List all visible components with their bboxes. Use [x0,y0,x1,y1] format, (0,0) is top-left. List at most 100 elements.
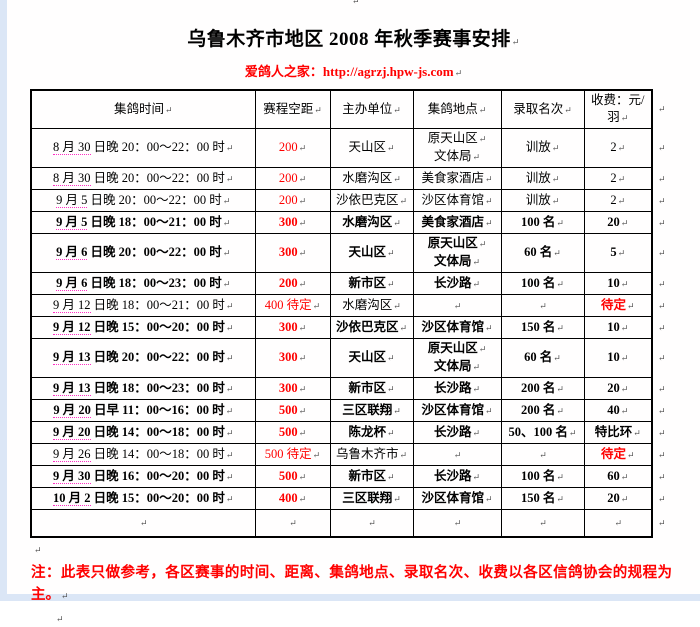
cell-end-mark: ↵ [314,104,322,115]
cell-end-mark: ↵ [553,353,561,363]
cell-organizer: 天山区↵ [329,233,414,273]
window-margin-bottom [0,594,700,601]
cell-end-mark: ↵ [551,143,560,153]
cell-end-mark: ↵ [472,383,481,394]
cell-organizer: 新市区↵ [329,465,414,488]
cell-fee: 20↵ [583,487,653,510]
date-with-spellcheck-underline: 9 月 20 [53,424,91,440]
header-label: 赛程空距 [263,101,314,116]
table-row: 9 月 12 日晚 18：00～21：00 时↵ 400 待定↵ 水磨沟区↵ ↵ ↵ 待定… [30,294,680,317]
cell-end-mark: ↵ [568,427,577,438]
header-label: 收费：元/羽 [591,93,645,124]
distance-value: 400 [278,490,298,505]
cell-prizes: 50、100 名↵ [500,421,585,444]
cell-end-mark: ↵ [658,383,666,394]
prizes-value: 100 名 [521,468,556,483]
table-header-row: 集鸽时间↵ 赛程空距↵ 主办单位↵ 集鸽地点↵ 录取名次↵ 收费：元/羽↵ ↵ [30,89,680,129]
cell-end-mark: ↵ [225,405,234,416]
cell-end-mark: ↵ [298,278,307,289]
organizer-value: 天山区 [348,245,386,259]
table-row: 9 月 20 日早 11：00～16：00 时↵ 500↵ 三区联翔↵ 沙区体育馆↵ 2… [30,399,680,422]
header-fee: 收费：元/羽↵ [583,89,653,129]
date-with-spellcheck-underline: 9 月 12 [53,319,91,335]
cell-prizes: 100 名↵ [500,211,585,234]
cell-end-mark: ↵ [222,195,231,206]
location-line: 文体局 [433,149,472,163]
cell-end-mark: ↵ [478,134,487,144]
cell-distance: ↵ [254,509,331,538]
location-line: 沙区体育馆 [421,490,484,505]
cell-end-mark: ↵ [225,471,234,482]
cell-end-mark: ↵ [225,493,234,504]
row-end-mark: ↵ [652,273,680,295]
cell-organizer: 天山区↵ [329,128,414,168]
cell-fee: 待定↵ [583,443,653,466]
cell-time: 9 月 20 日晚 14：00～18：00 时↵ [30,421,256,444]
cell-distance: 400 待定↵ [254,294,331,317]
cell-time: 9 月 20 日早 11：00～16：00 时↵ [30,399,256,422]
cell-end-mark: ↵ [386,383,395,394]
prizes-value: 训放 [525,170,551,185]
cell-prizes: 训放↵ [500,128,585,168]
cell-end-mark: ↵ [399,195,408,206]
cell-end-mark: ↵ [298,322,307,333]
header-organizer: 主办单位↵ [329,89,414,129]
row-end-mark: ↵ [652,422,680,444]
cell-prizes: 100 名↵ [500,272,585,295]
distance-value: 300 [278,245,298,259]
cell-end-mark: ↵ [658,104,666,115]
prizes-value: 60 名 [524,350,553,364]
prizes-value: 50、100 名 [508,424,568,439]
table-row: 9 月 30 日晚 16：00～20：00 时↵ 500↵ 新市区↵ 长沙路↵ 100 … [30,465,680,488]
cell-fee: 2↵ [583,128,653,168]
fee-value: 2 [610,192,617,207]
cell-location: 长沙路↵ [412,272,502,295]
prizes-value: 60 名 [524,245,553,259]
cell-time: 9 月 12 日晚 15：00～20：00 时↵ [30,316,256,339]
distance-value: 400 待定 [264,297,312,312]
paragraph-mark: ↵ [454,68,463,78]
cell-end-mark: ↵ [225,300,234,311]
row-end-mark: ↵ [652,510,680,538]
cell-end-mark: ↵ [368,518,376,528]
cell-prizes: ↵ [500,509,585,538]
table-row: 9 月 5 日晚 18：00～21：00 时↵ 300↵ 水磨沟区↵ 美食家酒店↵ 10… [30,211,680,234]
cell-end-mark: ↵ [478,344,487,354]
organizer-value: 沙依巴克区 [335,192,399,207]
cell-location: 沙区体育馆↵ [412,487,502,510]
cell-organizer: 沙依巴克区↵ [329,316,414,339]
cell-end-mark: ↵ [484,322,493,333]
organizer-value: 三区联翔 [342,490,393,505]
fee-value: 10 [607,350,620,364]
distance-value: 300 [278,319,298,334]
cell-end-mark: ↵ [453,518,462,528]
paragraph-mark-top: ↵ [352,0,360,6]
cell-organizer: 水磨沟区↵ [329,294,414,317]
cell-fee: 待定↵ [583,294,653,317]
cell-end-mark: ↵ [298,195,307,206]
cell-end-mark: ↵ [556,278,564,289]
cell-prizes: ↵ [500,294,585,317]
location-line: 文体局 [433,359,472,373]
cell-end-mark: ↵ [658,322,666,333]
cell-end-mark: ↵ [539,449,547,460]
location-line: 美食家酒店 [421,214,484,229]
table-row: 9 月 12 日晚 15：00～20：00 时↵ 300↵ 沙依巴克区↵ 沙区体育馆↵… [30,316,680,339]
cell-organizer: 沙依巴克区↵ [329,189,414,212]
cell-location: 长沙路↵ [412,421,502,444]
distance-value: 200 [278,275,298,290]
cell-end-mark: ↵ [393,493,401,504]
cell-end-mark: ↵ [658,278,666,289]
cell-end-mark: ↵ [393,217,401,228]
cell-end-mark: ↵ [658,173,666,184]
header-distance: 赛程空距↵ [254,89,331,129]
organizer-value: 沙依巴克区 [335,319,399,334]
cell-end-mark: ↵ [386,471,395,482]
distance-value: 300 [278,214,298,229]
fee-value: 5 [610,245,617,259]
site-url-link[interactable]: http://agrzj.hpw-js.com [322,64,454,79]
organizer-value: 水磨沟区 [342,170,393,185]
cell-end-mark: ↵ [225,427,234,438]
cell-end-mark: ↵ [620,383,629,394]
cell-prizes: 150 名↵ [500,487,585,510]
